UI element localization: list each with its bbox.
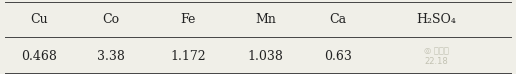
- Text: 1.172: 1.172: [170, 50, 206, 63]
- Text: 0.63: 0.63: [324, 50, 352, 63]
- Text: H₂SO₄: H₂SO₄: [416, 13, 456, 26]
- Text: 0.468: 0.468: [21, 50, 57, 63]
- Text: Ca: Ca: [329, 13, 347, 26]
- Text: Mn: Mn: [255, 13, 276, 26]
- Text: ◎ 鑑賞物
22.18: ◎ 鑑賞物 22.18: [424, 46, 448, 66]
- Text: 3.38: 3.38: [97, 50, 125, 63]
- Text: Fe: Fe: [181, 13, 196, 26]
- Text: Co: Co: [102, 13, 120, 26]
- Text: Cu: Cu: [30, 13, 47, 26]
- Text: 1.038: 1.038: [248, 50, 284, 63]
